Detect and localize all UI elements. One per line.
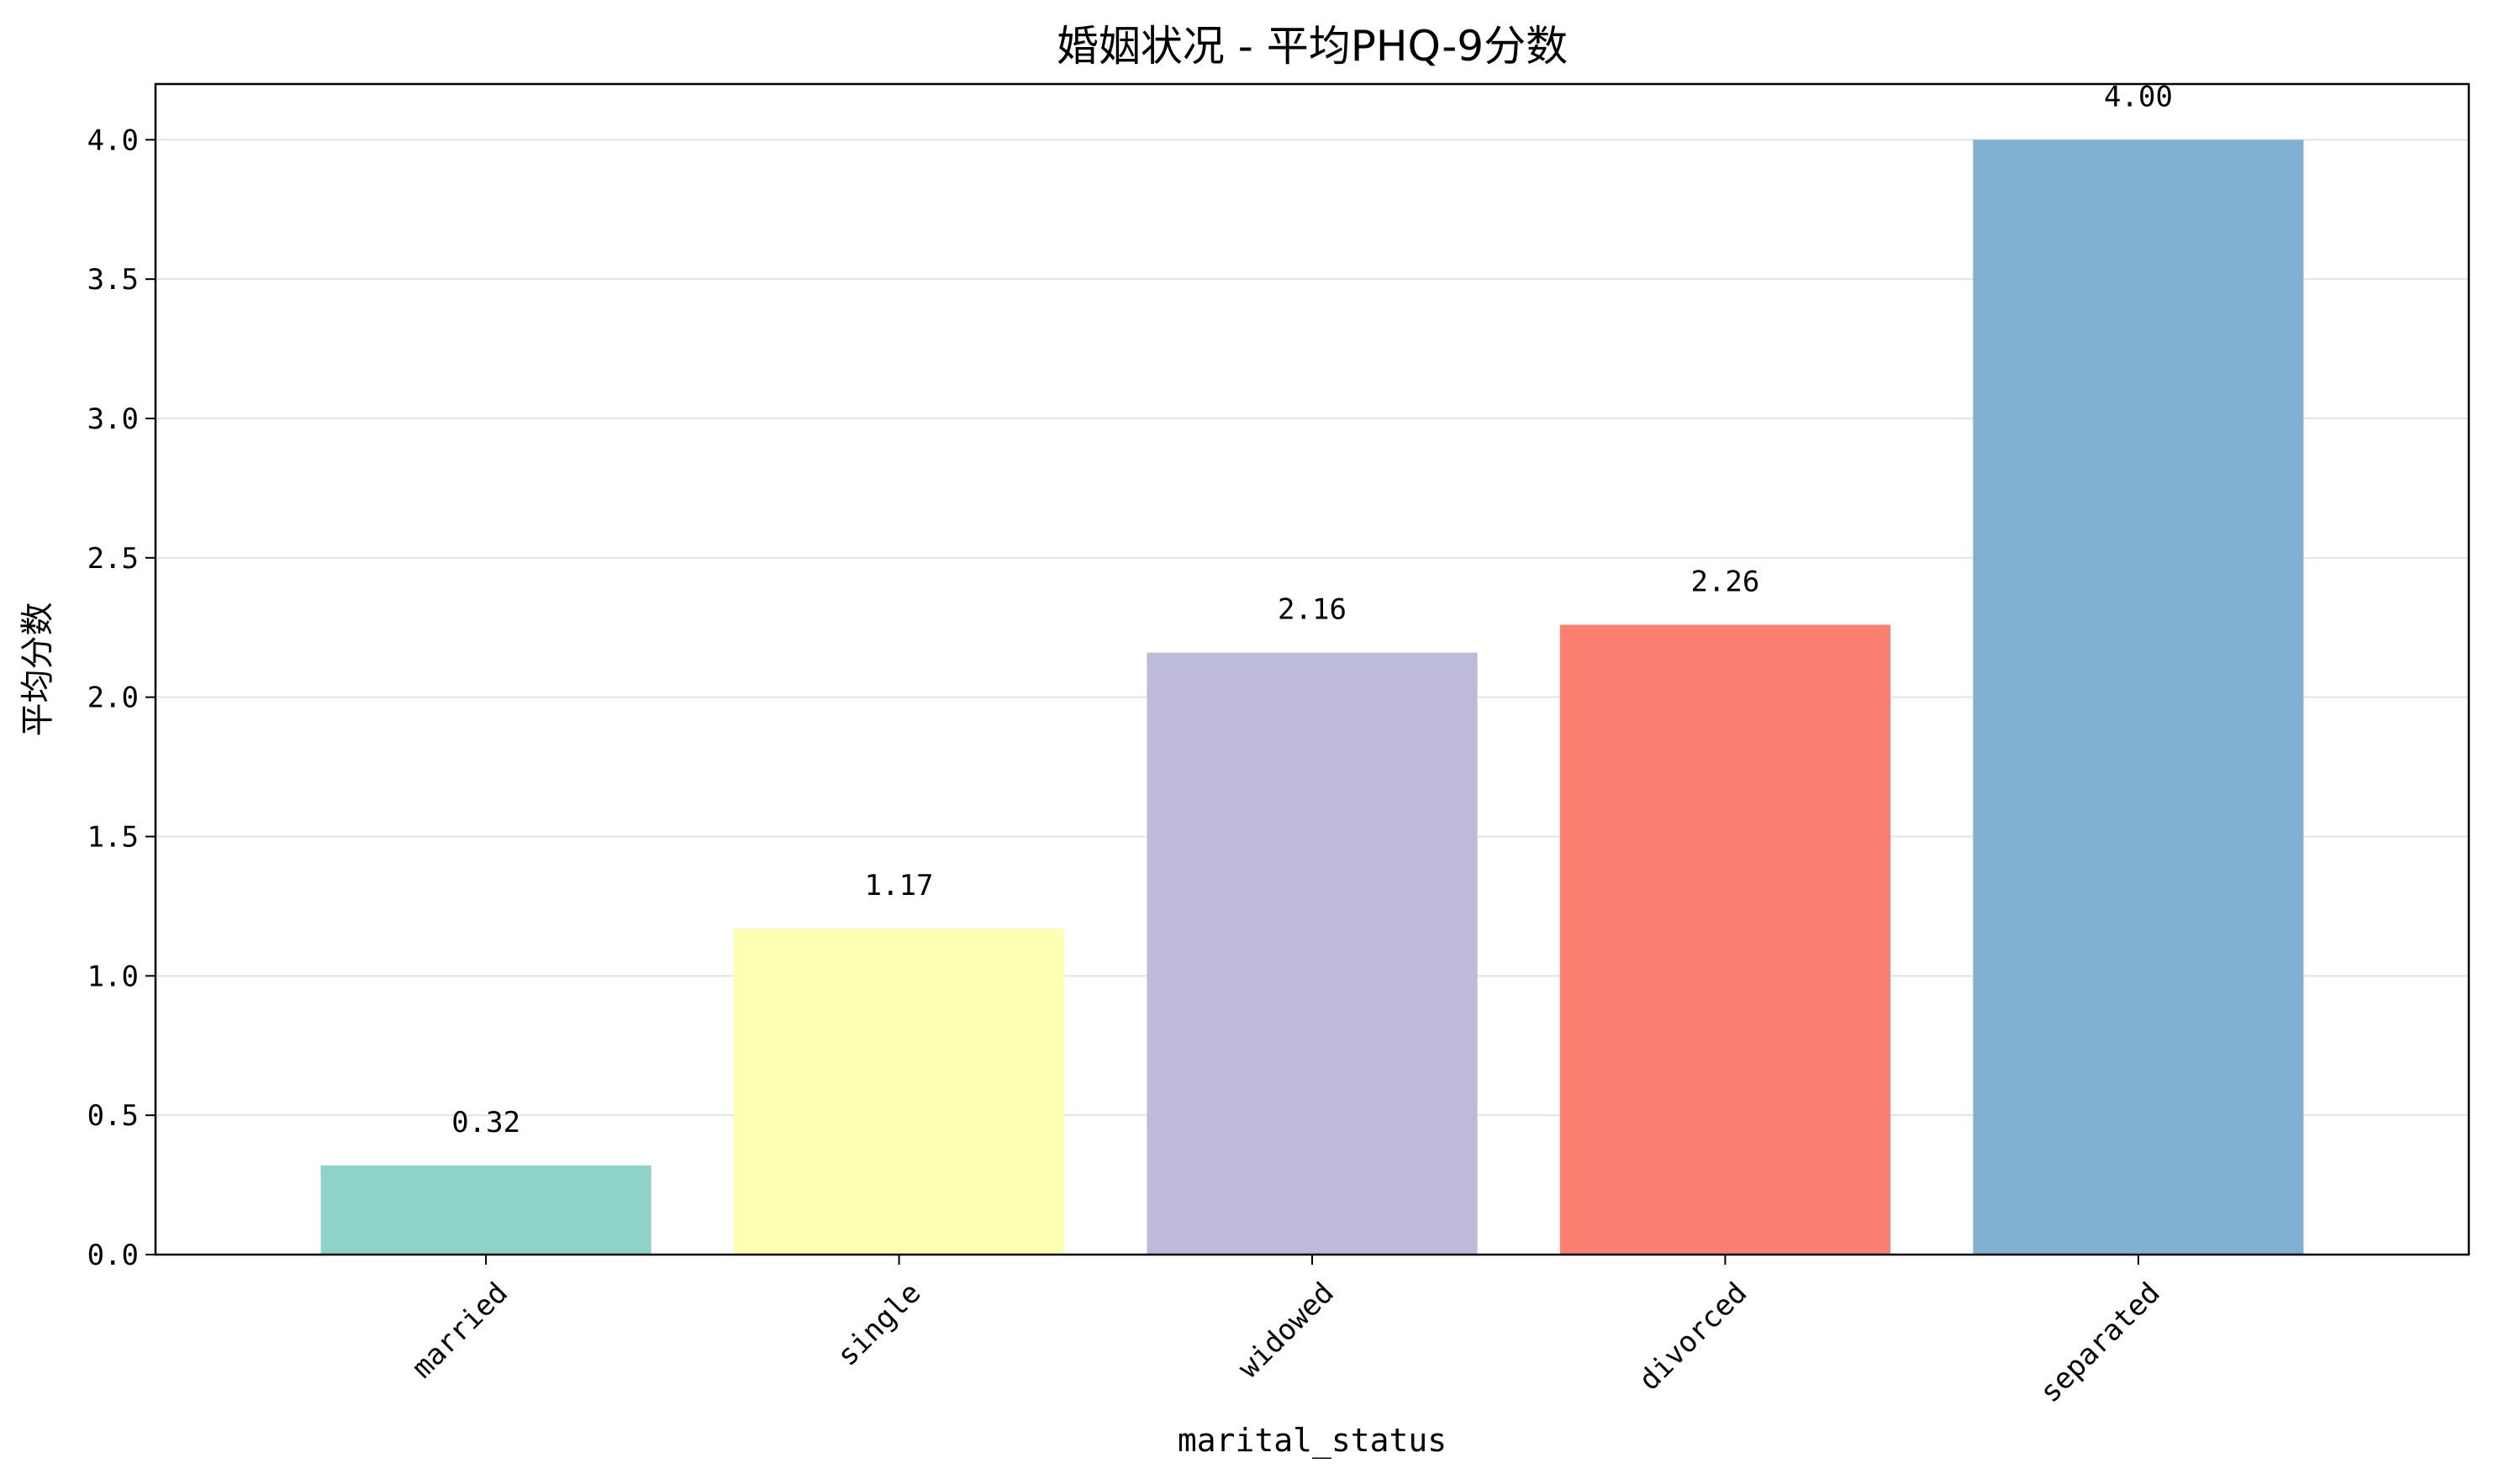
y-tick-label: 1.5 [87,821,139,855]
y-tick-label: 3.0 [87,403,139,436]
y-tick-label: 3.5 [87,263,139,297]
y-tick-label: 2.0 [87,681,139,715]
bars [320,139,2304,1255]
y-tick-label: 4.0 [87,124,139,157]
value-label-separated: 4.00 [2104,80,2173,113]
value-label-single: 1.17 [865,869,934,903]
bar-single [734,928,1065,1255]
bar-widowed [1147,652,1478,1255]
y-axis-label: 平均分数 [18,603,57,737]
value-label-divorced: 2.26 [1690,565,1759,598]
bar-divorced [1559,624,1890,1255]
value-label-married: 0.32 [451,1106,520,1139]
value-label-widowed: 2.16 [1278,593,1347,627]
y-tick-label: 1.0 [87,960,139,993]
y-tick-label: 0.0 [87,1239,139,1272]
bar-separated [1973,139,2304,1255]
y-tick-label: 2.5 [87,542,139,576]
bar-married [320,1165,651,1255]
x-axis-label: marital_status [1178,1422,1447,1460]
y-tick-label: 0.5 [87,1099,139,1133]
value-labels: 0.32 1.17 2.16 2.26 4.00 [451,80,2173,1139]
y-axis-ticks: 0.0 0.5 1.0 1.5 2.0 2.5 3.0 3.5 4.0 [87,124,156,1272]
chart-title: 婚姻状况 - 平均PHQ-9分数 [1057,22,1568,71]
